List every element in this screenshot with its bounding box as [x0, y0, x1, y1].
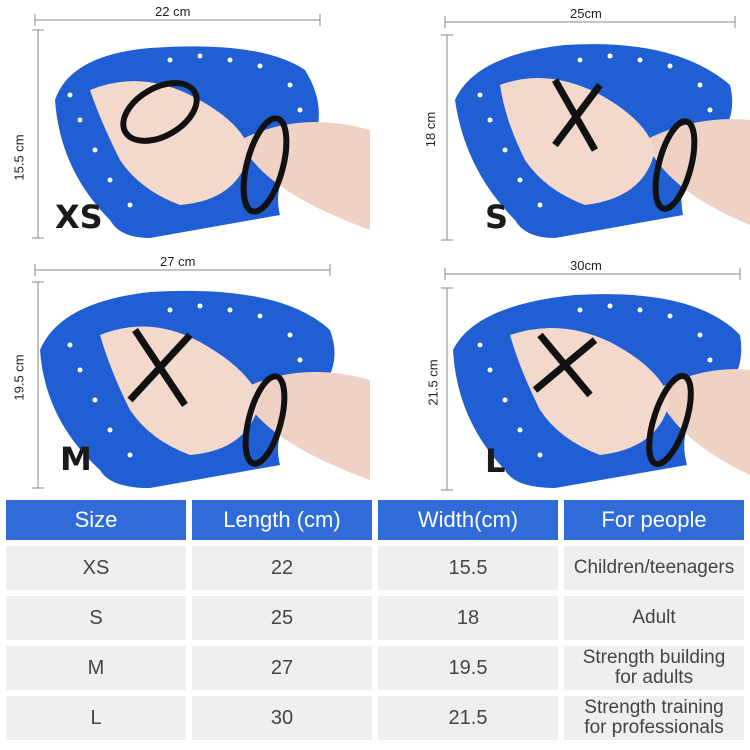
cell-for-people: Children/teenagers: [564, 546, 744, 590]
paddle-panel-s: 25cm 18 cm S: [375, 0, 750, 245]
size-letter: M: [60, 440, 92, 478]
header-for-people: For people: [564, 500, 744, 540]
paddle-hole: [517, 177, 523, 183]
cell-width: 15.5: [378, 546, 558, 590]
paddle-hole: [477, 342, 483, 348]
paddle-hole: [167, 307, 173, 313]
width-dimension-label: 25cm: [570, 6, 602, 21]
cell-for-people: Adult: [564, 596, 744, 640]
height-dimension-label: 18 cm: [423, 111, 439, 148]
cell-length: 30: [192, 696, 372, 740]
cell-length: 22: [192, 546, 372, 590]
people-line-1: Adult: [632, 607, 676, 628]
cell-length: 25: [192, 596, 372, 640]
paddle-hole: [637, 57, 643, 63]
paddle-hole: [77, 117, 83, 123]
paddle-hole: [107, 427, 113, 433]
width-dimension-label: 27 cm: [160, 254, 196, 269]
paddle-hole: [227, 307, 233, 313]
cell-for-people: Strength training for professionals: [564, 696, 744, 740]
paddle-hole: [67, 342, 73, 348]
paddle-hole: [77, 367, 83, 373]
paddle-hole: [537, 452, 543, 458]
paddle-hole: [197, 303, 203, 309]
cell-width: 18: [378, 596, 558, 640]
height-dimension-label: 15.5 cm: [11, 134, 27, 181]
people-line-1: Strength building: [582, 647, 726, 668]
cell-size: M: [6, 646, 186, 690]
paddle-panel-m: 27 cm 19.5 cm M: [0, 250, 375, 495]
paddle-hole: [707, 357, 713, 363]
paddle-hole: [287, 332, 293, 338]
paddle-hole: [92, 147, 98, 153]
cell-size: L: [6, 696, 186, 740]
paddle-hole: [502, 147, 508, 153]
header-size: Size: [6, 500, 186, 540]
size-letter: XS: [55, 198, 103, 236]
paddle-hole: [607, 303, 613, 309]
paddle-hole: [607, 53, 613, 59]
table-header-row: Size Length (cm) Width(cm) For people: [6, 500, 744, 540]
paddle-hole: [127, 452, 133, 458]
paddle-panel-xs: 22 cm 15.5 cm XS: [0, 0, 375, 245]
paddle-illustration-s: [441, 16, 750, 241]
cell-width: 19.5: [378, 646, 558, 690]
paddle-hole: [92, 397, 98, 403]
paddle-hole: [537, 202, 543, 208]
paddle-hole: [197, 53, 203, 59]
people-line-2: for professionals: [584, 717, 724, 738]
paddle-hole: [227, 57, 233, 63]
paddle-panel-l: 30cm 21.5 cm L: [375, 250, 750, 495]
cell-for-people: Strength building for adults: [564, 646, 744, 690]
paddle-hole: [502, 397, 508, 403]
cell-size: XS: [6, 546, 186, 590]
paddle-hole: [127, 202, 133, 208]
paddle-hole: [487, 117, 493, 123]
paddle-hole: [287, 82, 293, 88]
size-letter: L: [485, 442, 506, 480]
table-row: M 27 19.5 Strength building for adults: [6, 646, 744, 690]
paddle-hole: [667, 313, 673, 319]
paddle-hole: [577, 307, 583, 313]
table-row: S 25 18 Adult: [6, 596, 744, 640]
paddle-hole: [707, 107, 713, 113]
header-width: Width(cm): [378, 500, 558, 540]
table-row: L 30 21.5 Strength training for professio…: [6, 696, 744, 740]
width-dimension-label: 30cm: [570, 258, 602, 273]
paddle-hole: [257, 63, 263, 69]
size-letter: S: [485, 198, 509, 236]
height-dimension-label: 21.5 cm: [425, 359, 441, 406]
paddle-hole: [107, 177, 113, 183]
paddle-hole: [637, 307, 643, 313]
paddle-hole: [697, 82, 703, 88]
paddle-hole: [67, 92, 73, 98]
paddle-hole: [297, 107, 303, 113]
cell-size: S: [6, 596, 186, 640]
size-chart-table: Size Length (cm) Width(cm) For people XS…: [0, 494, 750, 746]
width-dimension-label: 22 cm: [155, 4, 191, 19]
paddle-illustration-m: [32, 264, 370, 489]
height-dimension-label: 19.5 cm: [11, 354, 27, 401]
header-length: Length (cm): [192, 500, 372, 540]
paddle-hole: [257, 313, 263, 319]
paddle-illustration-xs: [32, 14, 370, 239]
people-line-2: for adults: [614, 667, 694, 688]
paddle-hole: [517, 427, 523, 433]
paddle-hole: [697, 332, 703, 338]
paddle-hole: [297, 357, 303, 363]
paddle-hole: [167, 57, 173, 63]
paddle-hole: [577, 57, 583, 63]
people-line-1: Children/teenagers: [573, 557, 735, 578]
cell-length: 27: [192, 646, 372, 690]
paddle-hole: [477, 92, 483, 98]
people-line-1: Strength training: [584, 697, 724, 718]
paddle-hole: [487, 367, 493, 373]
cell-width: 21.5: [378, 696, 558, 740]
table-row: XS 22 15.5 Children/teenagers: [6, 546, 744, 590]
paddle-hole: [667, 63, 673, 69]
paddle-illustration-l: [441, 268, 750, 491]
